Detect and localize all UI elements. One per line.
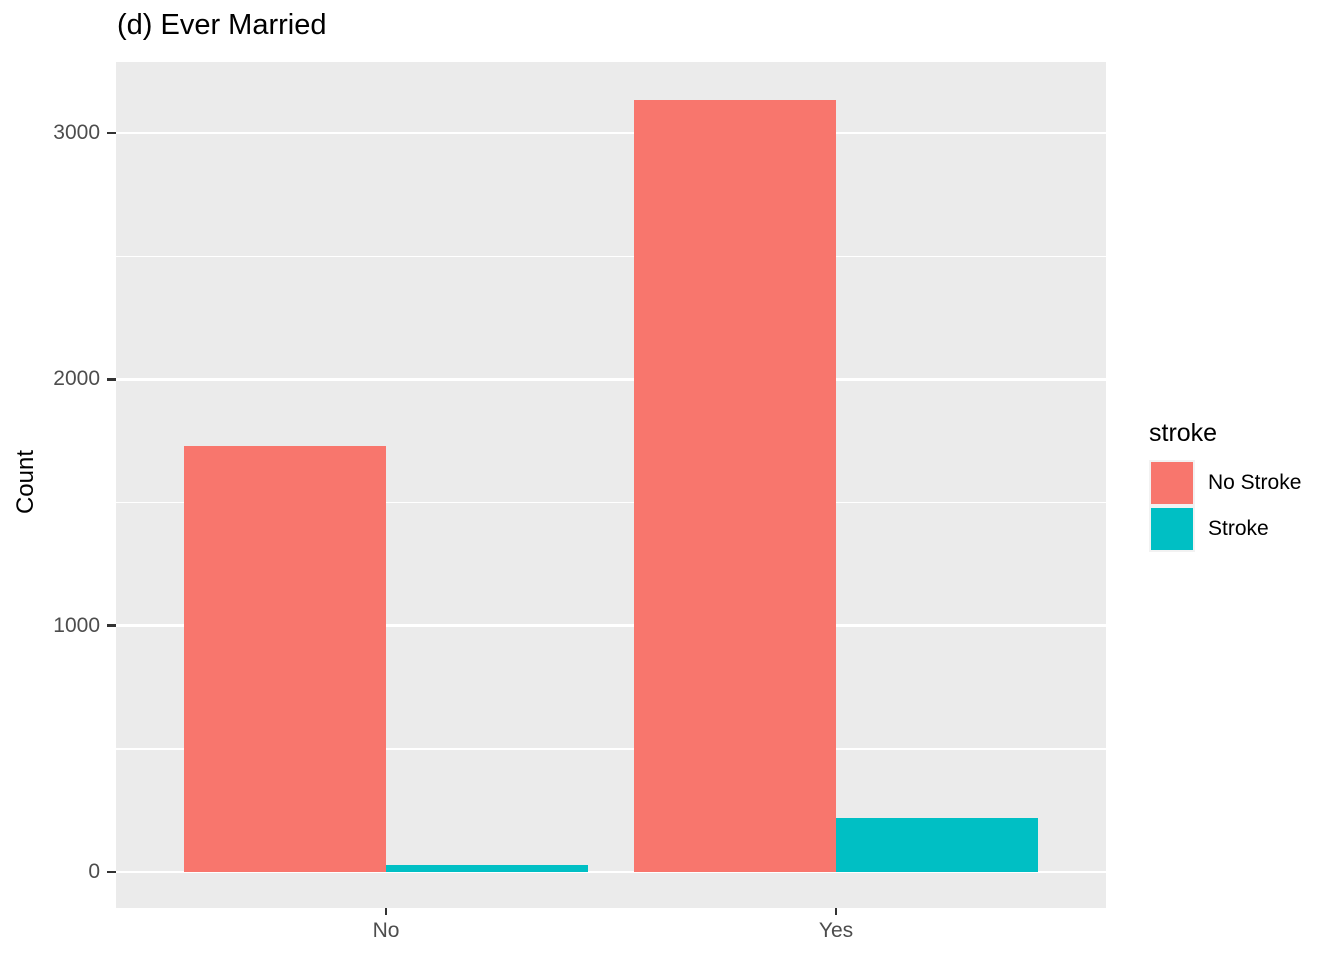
x-tick-label: Yes bbox=[818, 919, 854, 942]
legend-swatch-no-stroke bbox=[1151, 462, 1193, 504]
legend-item-label: No Stroke bbox=[1208, 471, 1302, 494]
bar-yes-stroke bbox=[836, 817, 1038, 872]
legend-item-stroke: Stroke bbox=[1149, 506, 1301, 552]
y-tick-mark bbox=[107, 624, 116, 627]
y-tick-mark bbox=[107, 378, 116, 381]
legend-swatch-stroke bbox=[1151, 508, 1193, 550]
y-tick-label: 2000 bbox=[53, 367, 100, 391]
legend-item-label: Stroke bbox=[1208, 517, 1269, 540]
y-tick-mark bbox=[107, 870, 116, 874]
gridline-minor bbox=[116, 501, 1106, 504]
bar-no-stroke bbox=[386, 864, 588, 872]
gridline-major bbox=[116, 624, 1106, 628]
legend-key bbox=[1149, 506, 1195, 552]
x-tick-mark bbox=[834, 908, 838, 915]
gridline-major bbox=[116, 131, 1106, 135]
plot-panel bbox=[116, 62, 1106, 908]
bar-yes-no-stroke bbox=[634, 100, 836, 872]
gridline-major bbox=[116, 378, 1106, 381]
legend: stroke No Stroke Stroke bbox=[1149, 419, 1301, 552]
y-tick-label: 0 bbox=[88, 860, 100, 883]
legend-title: stroke bbox=[1149, 419, 1218, 447]
chart-title: (d) Ever Married bbox=[117, 9, 327, 41]
gridline-major bbox=[116, 870, 1106, 874]
y-axis-title: Count bbox=[12, 449, 39, 515]
y-tick-mark bbox=[107, 131, 116, 135]
gridline-minor bbox=[116, 748, 1106, 750]
legend-item-no-stroke: No Stroke bbox=[1149, 460, 1301, 506]
y-tick-label: 3000 bbox=[53, 121, 100, 145]
bar-no-no-stroke bbox=[184, 446, 386, 872]
x-tick-mark bbox=[384, 908, 388, 915]
x-tick-label: No bbox=[372, 919, 400, 942]
y-tick-label: 1000 bbox=[53, 613, 100, 637]
gridline-minor bbox=[116, 255, 1106, 257]
legend-key bbox=[1149, 460, 1195, 506]
